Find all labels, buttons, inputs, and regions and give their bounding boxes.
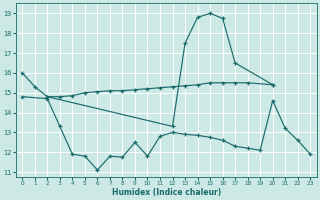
X-axis label: Humidex (Indice chaleur): Humidex (Indice chaleur)	[112, 188, 221, 197]
